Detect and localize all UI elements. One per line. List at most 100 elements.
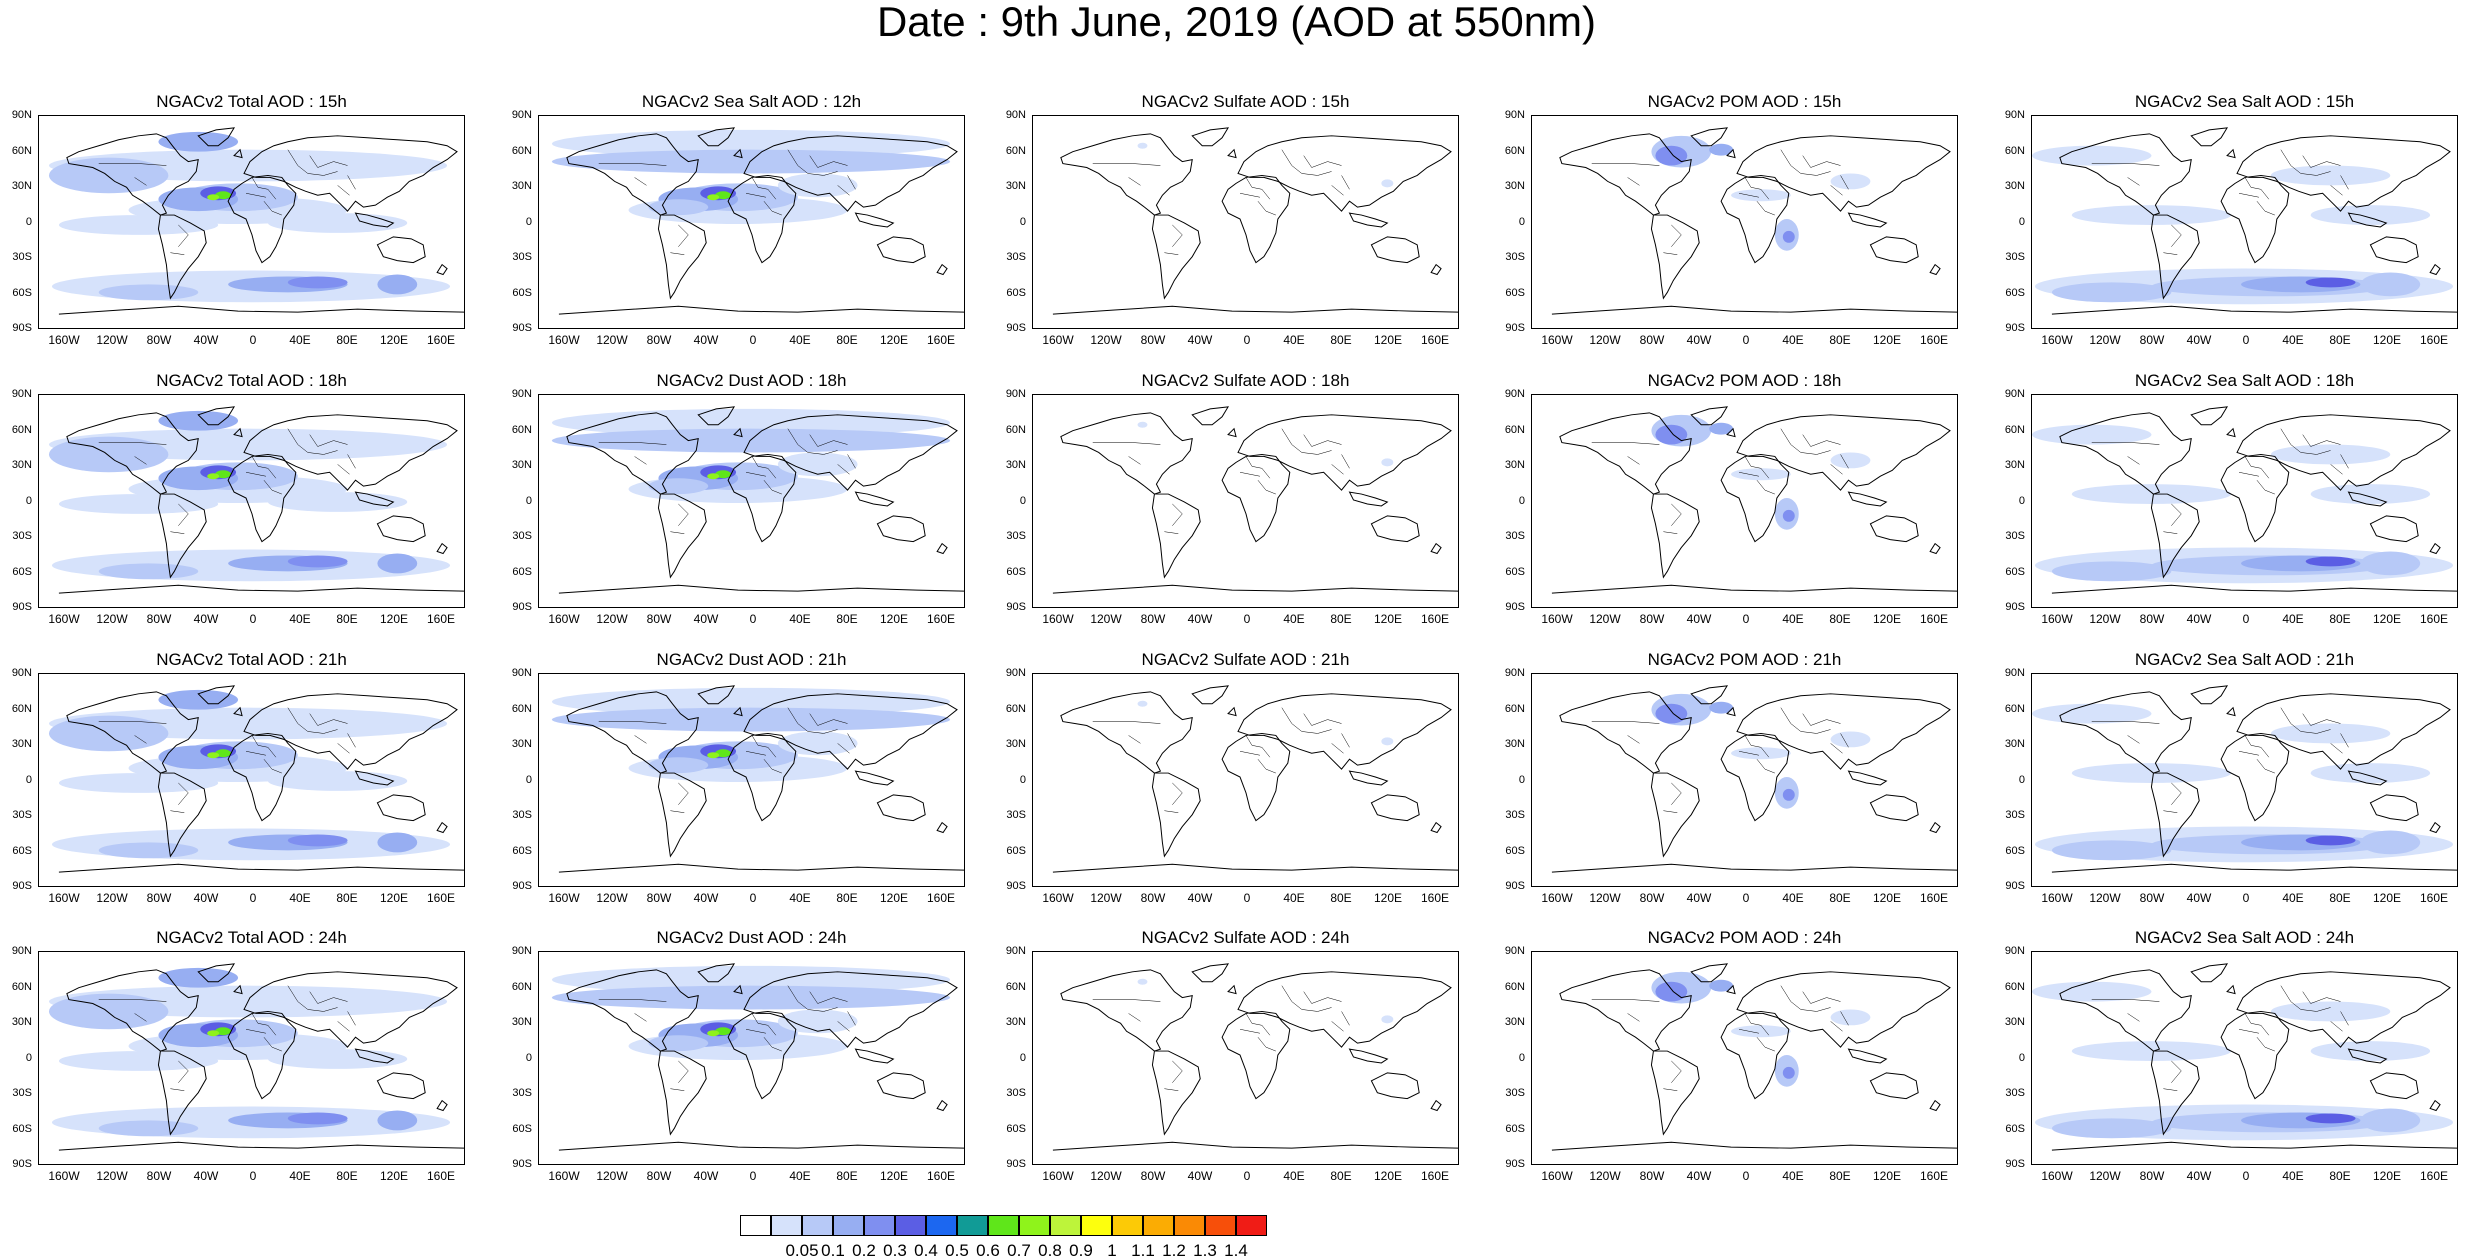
- world-map: [2031, 951, 2458, 1165]
- lat-tick-label: 0: [2018, 215, 2025, 228]
- panel-title: NGACv2 Total AOD : 15h: [156, 92, 347, 111]
- coastline: [558, 863, 964, 873]
- aod-field-patch: [2270, 1001, 2391, 1022]
- lon-tick-label: 160E: [2419, 333, 2449, 347]
- coastline: [1221, 1010, 1291, 1100]
- lat-tick-label: 0: [1518, 494, 1525, 507]
- aod-field-patch: [2310, 484, 2431, 504]
- lat-tick-label: 90N: [2004, 388, 2025, 400]
- lat-tick-label: 60S: [1006, 1122, 1026, 1135]
- coastline: [1151, 493, 1201, 579]
- world-map: [1531, 951, 1958, 1165]
- lon-tick-label: 40W: [193, 1169, 219, 1183]
- lon-tick-label: 160W: [1541, 1169, 1573, 1183]
- lat-tick-label: 30S: [1006, 530, 1026, 542]
- panel-title: NGACv2 Dust AOD : 18h: [656, 371, 847, 390]
- aod-field-patch: [2270, 444, 2391, 465]
- lat-tick-label: 0: [525, 773, 532, 786]
- coastline: [2429, 821, 2441, 834]
- aod-field-patch: [2270, 723, 2391, 744]
- panel-title: NGACv2 Sea Salt AOD : 15h: [2134, 92, 2355, 111]
- map-panel: NGACv2 POM AOD : 21h 90N 60N 30N 0 30S 60S 90S 1…: [1493, 650, 1958, 905]
- aod-map-svg: [1551, 127, 1957, 315]
- lat-tick-label: 90N: [511, 388, 532, 400]
- coastline: [733, 427, 743, 438]
- lon-tick-label: 80E: [336, 891, 358, 905]
- coastline: [1060, 691, 1193, 774]
- country-border: [1591, 999, 1682, 1091]
- colorbar-swatch: [926, 1215, 957, 1236]
- panel-title: NGACv2 POM AOD : 21h: [1647, 650, 1842, 669]
- coastline: [2051, 584, 2457, 594]
- lon-tick-label: 160W: [1042, 891, 1074, 905]
- coastline: [566, 133, 699, 216]
- world-map: [538, 115, 965, 329]
- aod-field-patch: [1782, 230, 1795, 243]
- lon-tick-label: 80E: [1330, 612, 1352, 626]
- coastline: [58, 863, 464, 873]
- country-border: [1780, 428, 1849, 475]
- coastline: [2236, 414, 2451, 491]
- lon-tick-label: 80W: [1140, 612, 1166, 626]
- lat-tick-label: 90S: [512, 601, 532, 613]
- lat-tick-label: 30S: [2005, 1087, 2025, 1099]
- country-border: [287, 707, 356, 754]
- coastline: [854, 212, 895, 228]
- aod-field-patch: [158, 967, 239, 988]
- coastline: [1650, 214, 1700, 300]
- lon-tick-label: 40W: [693, 612, 719, 626]
- lon-tick-label: 80W: [646, 1169, 672, 1183]
- aod-field-patch: [2051, 840, 2172, 861]
- lat-tick-label: 90S: [1006, 880, 1026, 892]
- lon-tick-label: 80W: [646, 612, 672, 626]
- lon-tick-label: 80W: [2139, 333, 2165, 347]
- coastline: [2051, 863, 2457, 873]
- colorbar-swatch: [864, 1215, 895, 1236]
- coastline: [936, 821, 948, 834]
- lon-tick-label: 160W: [1042, 612, 1074, 626]
- coastline: [2347, 1048, 2388, 1064]
- aod-field-patch: [551, 707, 951, 732]
- lat-tick-label: 30N: [2004, 1016, 2025, 1028]
- coastline: [2220, 174, 2290, 264]
- coastline: [1227, 706, 1237, 717]
- lon-tick-label: 80E: [2329, 1169, 2351, 1183]
- coastline: [876, 236, 926, 264]
- lon-tick-label: 160E: [1420, 612, 1450, 626]
- lon-tick-label: 80E: [836, 333, 858, 347]
- lon-tick-label: 80E: [336, 1169, 358, 1183]
- lon-tick-label: 0: [249, 1169, 257, 1183]
- coastline: [1869, 236, 1919, 264]
- colorbar-swatch: [802, 1215, 833, 1236]
- lon-tick-label: 80E: [1330, 891, 1352, 905]
- country-border: [1239, 1013, 1276, 1052]
- aod-field-patch: [777, 452, 858, 477]
- coastline: [1348, 212, 1389, 228]
- country-border: [1239, 456, 1276, 495]
- lon-tick-label: 0: [2242, 891, 2250, 905]
- coastline: [1726, 427, 1736, 438]
- aod-field-patch: [1381, 1015, 1394, 1024]
- lon-tick-label: 120E: [1872, 891, 1902, 905]
- lon-tick-label: 0: [749, 891, 757, 905]
- coastline: [1726, 148, 1736, 159]
- colorbar-label: 1: [1107, 1241, 1117, 1260]
- map-panel: NGACv2 POM AOD : 24h 90N 60N 30N 0 30S 60S 90S 1…: [1493, 928, 1958, 1183]
- lat-tick-label: 60N: [2004, 423, 2025, 436]
- lat-tick-label: 60N: [511, 980, 532, 993]
- lon-tick-label: 40W: [193, 891, 219, 905]
- world-map: [38, 951, 465, 1165]
- lon-tick-label: 80E: [2329, 612, 2351, 626]
- country-border: [787, 149, 856, 196]
- country-border: [2238, 456, 2275, 495]
- lon-tick-label: 160W: [2041, 612, 2073, 626]
- lon-tick-label: 120E: [2372, 891, 2402, 905]
- coastline: [2190, 127, 2229, 147]
- coastline: [2369, 794, 2419, 822]
- lon-tick-label: 80W: [1140, 891, 1166, 905]
- coastline: [876, 1072, 926, 1100]
- country-border: [245, 1013, 282, 1052]
- map-panel: NGACv2 Sea Salt AOD : 12h 90N 60N 30N 0 30S 60…: [500, 92, 965, 347]
- map-panel: NGACv2 Sulfate AOD : 24h 90N 60N 30N 0 30S 60S…: [994, 928, 1459, 1183]
- coastline: [1690, 685, 1729, 705]
